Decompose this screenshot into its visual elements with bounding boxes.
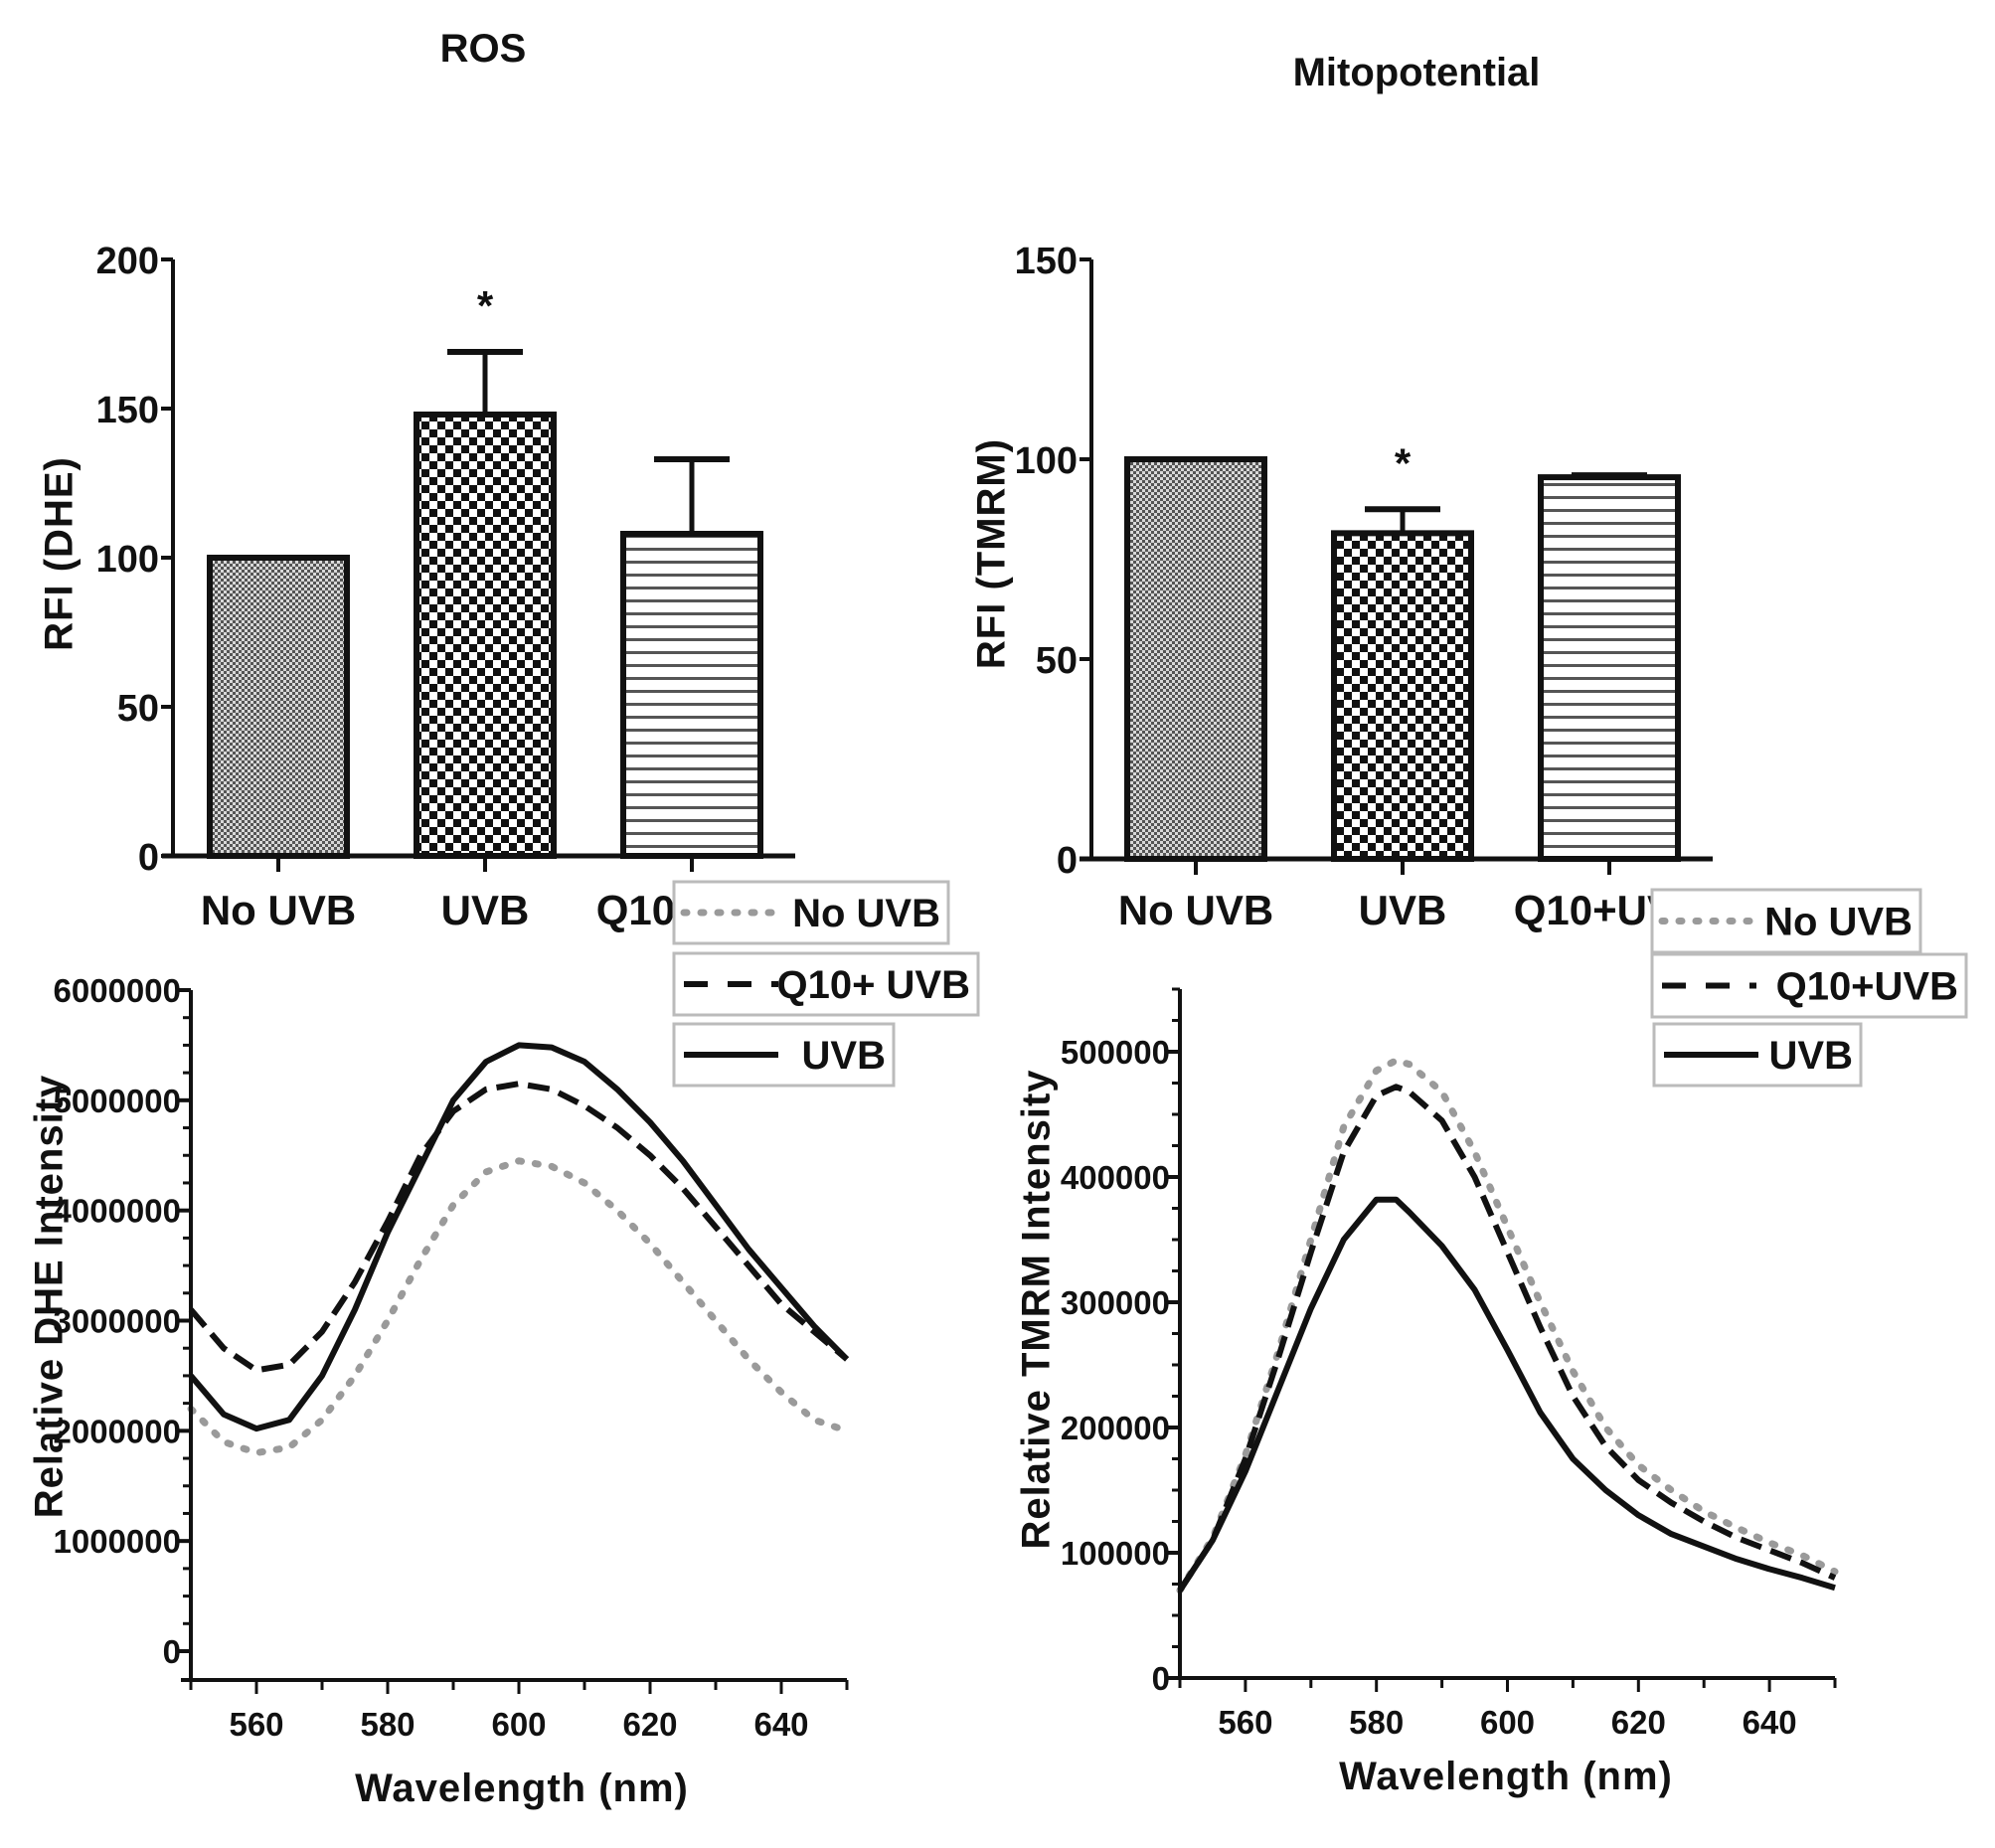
y-tick-label: 2000000: [54, 1413, 181, 1449]
category-label: No UVB: [201, 887, 356, 933]
y-tick-label: 50: [117, 688, 159, 730]
x-tick-label: 580: [1349, 1704, 1404, 1741]
x-tick-label: 640: [1743, 1704, 1797, 1741]
significance-marker: *: [1395, 439, 1412, 486]
chart-title: ROS: [440, 27, 527, 71]
legend-item: Q10+UVB: [1650, 952, 1968, 1019]
y-tick-label: 0: [138, 837, 159, 879]
bar-q10-uvb: [620, 531, 763, 859]
y-axis-label: RFI (DHE): [38, 456, 82, 651]
series-line-no-uvb: [187, 1157, 851, 1456]
y-tick-label: 150: [96, 390, 159, 431]
legend-box: [672, 951, 980, 1017]
legend-label: UVB: [1769, 1034, 1853, 1078]
bar-no-uvb: [207, 555, 350, 859]
y-tick-label: 400000: [1061, 1159, 1170, 1196]
legend-box: [672, 1022, 896, 1088]
legend-item: UVB: [1652, 1022, 1863, 1088]
category-label: UVB: [1359, 887, 1447, 933]
y-tick-label: 0: [1152, 1660, 1170, 1697]
x-tick-label: 640: [753, 1706, 808, 1743]
x-tick-label: 600: [491, 1706, 546, 1743]
x-tick-label: 600: [1480, 1704, 1535, 1741]
y-tick-label: 6000000: [54, 972, 181, 1009]
y-tick-label: 200: [96, 241, 159, 282]
y-tick-label: 1000000: [54, 1523, 181, 1560]
y-tick-label: 200000: [1061, 1410, 1170, 1446]
bar-uvb: [1331, 530, 1474, 862]
legend-label: UVB: [802, 1034, 886, 1078]
dhe-spectrum-chart: 560 580 600 620 640 0 1000000 2000000 3000000 400…: [28, 880, 980, 1810]
y-axis-label: RFI (TMRM): [970, 438, 1014, 669]
legend-label: No UVB: [1764, 901, 1912, 944]
series-line-q10-uvb: [1177, 1084, 1837, 1593]
x-tick-label: 560: [229, 1706, 283, 1743]
y-tick-label: 0: [1057, 840, 1078, 882]
category-label: UVB: [441, 887, 530, 933]
chart-title: Mitopotential: [1293, 51, 1541, 94]
legend-item: No UVB: [1650, 888, 1922, 954]
x-axis-label: Wavelength (nm): [355, 1766, 689, 1810]
series-line-q10-uvb: [188, 1081, 849, 1374]
category-label: No UVB: [1118, 887, 1273, 933]
y-tick-label: 4000000: [54, 1193, 181, 1230]
x-axis-label: Wavelength (nm): [1339, 1755, 1673, 1798]
significance-marker: *: [477, 282, 494, 329]
x-tick-label: 620: [622, 1706, 677, 1743]
legend-label: Q10+ UVB: [776, 963, 970, 1007]
y-tick-label: 5000000: [54, 1083, 181, 1119]
tmrm-spectrum-chart: 560 580 600 620 640 0 100000 200000 300000 400000…: [1015, 888, 1968, 1798]
y-tick-label: 500000: [1061, 1034, 1170, 1071]
y-axis-label: Relative TMRM Intensity: [1015, 1069, 1059, 1549]
x-tick-label: 620: [1611, 1704, 1666, 1741]
bar-uvb: [414, 412, 557, 859]
legend-label: Q10+UVB: [1776, 965, 1958, 1009]
bar-no-uvb: [1124, 456, 1267, 862]
series-line-uvb: [1177, 1196, 1836, 1593]
series-line-uvb: [188, 1042, 850, 1432]
y-axis-label: Relative DHE Intensity: [28, 1075, 72, 1519]
y-tick-label: 50: [1036, 640, 1078, 682]
legend-label: No UVB: [792, 892, 940, 935]
y-tick-label: 3000000: [54, 1303, 181, 1340]
legend-item: UVB: [672, 1022, 896, 1088]
y-tick-label: 100: [96, 539, 159, 581]
legend-item: Q10+ UVB: [672, 951, 980, 1017]
bar-q10-uvb: [1538, 474, 1681, 862]
x-tick-label: 580: [360, 1706, 415, 1743]
y-tick-label: 300000: [1061, 1284, 1170, 1321]
y-tick-label: 0: [163, 1633, 181, 1670]
x-tick-label: 560: [1218, 1704, 1272, 1741]
series-line-no-uvb: [1176, 1057, 1839, 1595]
y-tick-label: 100: [1015, 440, 1078, 482]
y-tick-label: 150: [1015, 241, 1078, 282]
legend-item: No UVB: [672, 880, 950, 945]
y-tick-label: 100000: [1061, 1535, 1170, 1572]
legend-box: [1650, 952, 1968, 1019]
